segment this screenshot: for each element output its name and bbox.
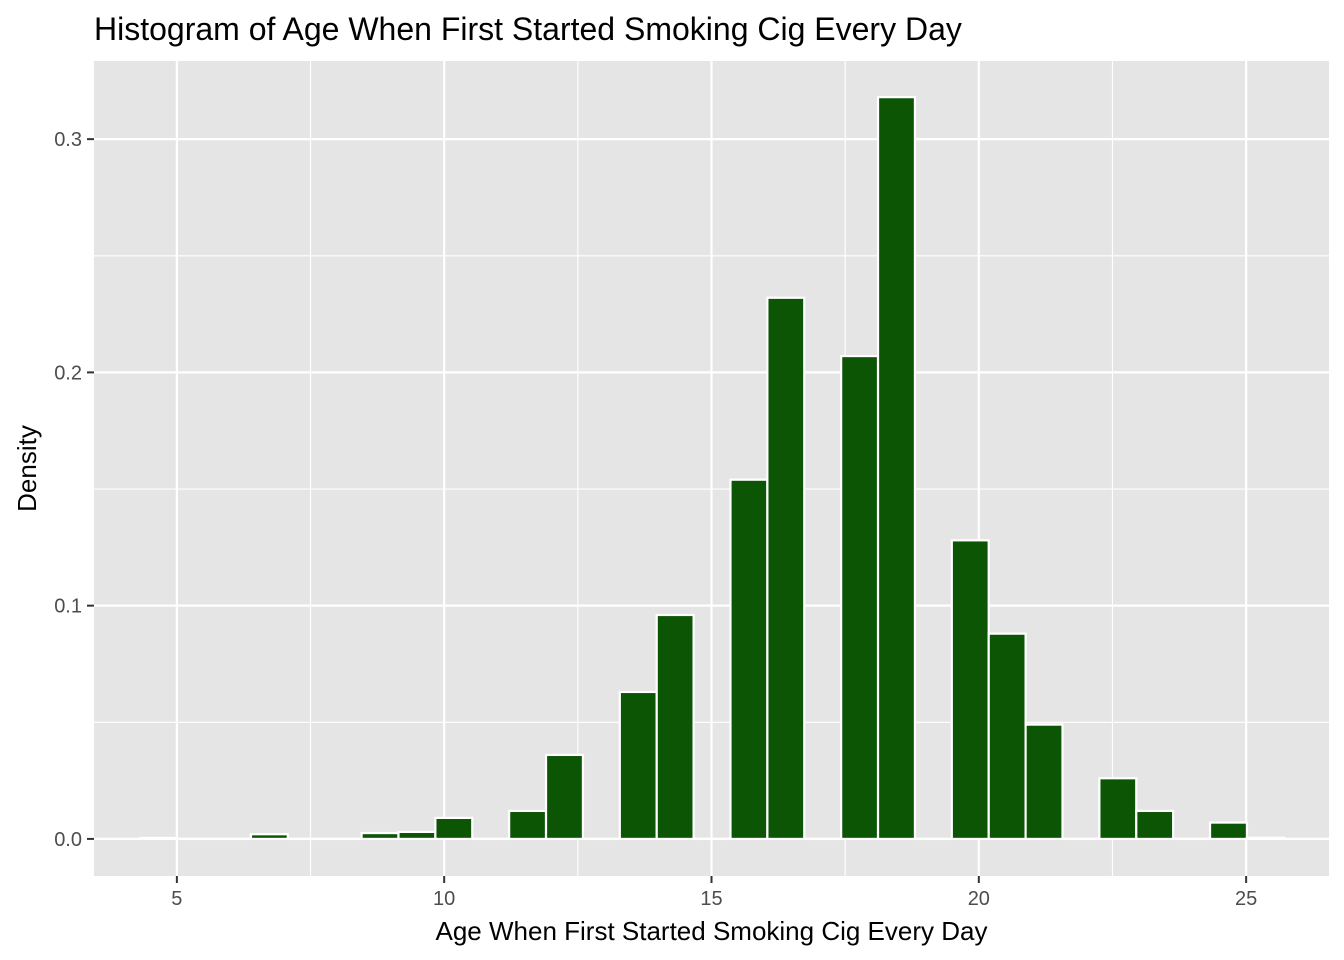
x-tick-label: 20: [968, 888, 990, 910]
histogram-bar: [1135, 809, 1175, 841]
x-axis: 5 10 15 20 25: [171, 876, 1257, 910]
histogram-bar: [360, 831, 400, 841]
histogram-bar: [618, 690, 658, 841]
histogram-bar: [1024, 723, 1064, 841]
histogram-bar: [249, 833, 289, 841]
histogram-bar: [729, 478, 769, 841]
histogram-bars: [139, 96, 1285, 841]
x-tick-label: 25: [1235, 888, 1257, 910]
y-axis-title: Density: [12, 425, 42, 512]
histogram-bar: [397, 830, 437, 841]
histogram-bar: [840, 354, 880, 841]
histogram-bar: [655, 613, 695, 841]
histogram-bar: [766, 296, 806, 841]
y-tick-label: 0.1: [54, 596, 82, 618]
x-tick-label: 10: [433, 888, 455, 910]
histogram-bar: [950, 539, 990, 841]
histogram-bar: [139, 836, 179, 841]
histogram-bar: [987, 632, 1027, 841]
histogram-bar: [1208, 821, 1249, 841]
y-tick-label: 0.2: [54, 362, 82, 384]
y-tick-label: 0.3: [54, 129, 82, 151]
y-axis: 0.0 0.1 0.2 0.3: [54, 129, 94, 851]
chart-title: Histogram of Age When First Started Smok…: [94, 11, 962, 47]
histogram-bar: [1098, 777, 1138, 841]
x-tick-label: 5: [171, 888, 182, 910]
histogram-bar: [1245, 836, 1285, 841]
x-tick-label: 15: [700, 888, 722, 910]
histogram-bar: [434, 816, 474, 841]
y-tick-label: 0.0: [54, 829, 82, 851]
x-axis-title: Age When First Started Smoking Cig Every…: [436, 916, 988, 946]
histogram-bar: [544, 753, 585, 841]
histogram-bar: [876, 96, 917, 841]
histogram-bar: [508, 809, 548, 841]
